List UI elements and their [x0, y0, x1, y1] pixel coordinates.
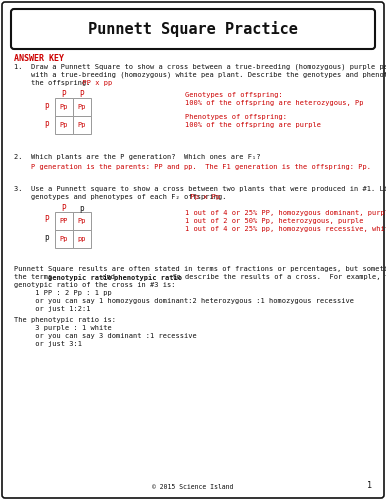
Text: The phenotypic ratio is:: The phenotypic ratio is: [14, 317, 116, 323]
Text: Genotypes of offspring:: Genotypes of offspring: [185, 92, 283, 98]
Text: P: P [80, 90, 84, 99]
Text: p: p [80, 204, 84, 213]
Text: or just 3:1: or just 3:1 [14, 341, 82, 347]
Text: genotypic ratio: genotypic ratio [47, 274, 111, 281]
Text: Pp: Pp [78, 218, 86, 224]
Text: to describe the results of a cross.  For example, the: to describe the results of a cross. For … [168, 274, 386, 280]
Text: the offspring.: the offspring. [14, 80, 90, 86]
Text: with a true-breeding (homozygous) white pea plant. Describe the genotypes and ph: with a true-breeding (homozygous) white … [14, 72, 386, 78]
Text: 1 out of 4 or 25% pp, homozygous recessive, white: 1 out of 4 or 25% pp, homozygous recessi… [185, 226, 386, 232]
Text: 2.  Which plants are the P generation?  Which ones are F₁?: 2. Which plants are the P generation? Wh… [14, 154, 261, 160]
Text: 100% of the offspring are heterozygous, Pp: 100% of the offspring are heterozygous, … [185, 100, 364, 106]
Text: Punnett Square Practice: Punnett Square Practice [88, 21, 298, 37]
Text: genotypic ratio of the cross in #3 is:: genotypic ratio of the cross in #3 is: [14, 282, 176, 288]
Text: or you can say 3 dominant :1 recessive: or you can say 3 dominant :1 recessive [14, 333, 197, 339]
Text: 3.  Use a Punnett square to show a cross between two plants that were produced i: 3. Use a Punnett square to show a cross … [14, 186, 386, 192]
Text: ANSWER KEY: ANSWER KEY [14, 54, 64, 63]
Bar [55, 98, 73, 116]
Text: p: p [44, 232, 49, 241]
Text: phenotypic ratio: phenotypic ratio [115, 274, 183, 281]
Text: P: P [62, 90, 66, 99]
Text: Pp: Pp [60, 104, 68, 110]
Bar [73, 212, 91, 230]
Text: 1 PP : 2 Pp : 1 pp: 1 PP : 2 Pp : 1 pp [14, 290, 112, 296]
Text: the terms: the terms [14, 274, 56, 280]
Text: 1: 1 [367, 481, 372, 490]
Text: PP: PP [60, 218, 68, 224]
Text: Pp: Pp [78, 122, 86, 128]
Text: 1 out of 4 or 25% PP, homozygous dominant, purple: 1 out of 4 or 25% PP, homozygous dominan… [185, 210, 386, 216]
Text: Pp: Pp [60, 236, 68, 242]
Text: Phenotypes of offspring:: Phenotypes of offspring: [185, 114, 287, 120]
Bar [55, 212, 73, 230]
Text: Pp x Pp: Pp x Pp [181, 194, 220, 200]
Text: and: and [98, 274, 119, 280]
Text: genotypes and phenotypes of each F₂ offspring.: genotypes and phenotypes of each F₂ offs… [14, 194, 227, 200]
Text: Pp: Pp [60, 122, 68, 128]
Bar [73, 230, 91, 248]
Text: P: P [62, 204, 66, 213]
Bar [73, 116, 91, 134]
Bar [55, 230, 73, 248]
Text: p: p [44, 100, 49, 110]
Text: 1 out of 2 or 50% Pp, heterozygous, purple: 1 out of 2 or 50% Pp, heterozygous, purp… [185, 218, 364, 224]
FancyBboxPatch shape [11, 9, 375, 49]
Text: pp: pp [78, 236, 86, 242]
Text: P generation is the parents: PP and pp.  The F1 generation is the offspring: Pp.: P generation is the parents: PP and pp. … [14, 164, 371, 170]
Text: 1.  Draw a Punnett Square to show a cross between a true-breeding (homozygous) p: 1. Draw a Punnett Square to show a cross… [14, 64, 386, 70]
Text: 3 purple : 1 white: 3 purple : 1 white [14, 325, 112, 331]
Text: or just 1:2:1: or just 1:2:1 [14, 306, 90, 312]
Text: P: P [44, 214, 49, 224]
Text: PP x pp: PP x pp [74, 80, 113, 86]
Text: or you can say 1 homozygous dominant:2 heterozygous :1 homozygous recessive: or you can say 1 homozygous dominant:2 h… [14, 298, 354, 304]
Text: p: p [44, 118, 49, 128]
Bar [73, 98, 91, 116]
Bar [55, 116, 73, 134]
Text: © 2015 Science Island: © 2015 Science Island [152, 484, 234, 490]
Text: Pp: Pp [78, 104, 86, 110]
Text: Punnett Square results are often stated in terms of fractions or percentages, bu: Punnett Square results are often stated … [14, 266, 386, 272]
Text: 100% of the offspring are purple: 100% of the offspring are purple [185, 122, 321, 128]
